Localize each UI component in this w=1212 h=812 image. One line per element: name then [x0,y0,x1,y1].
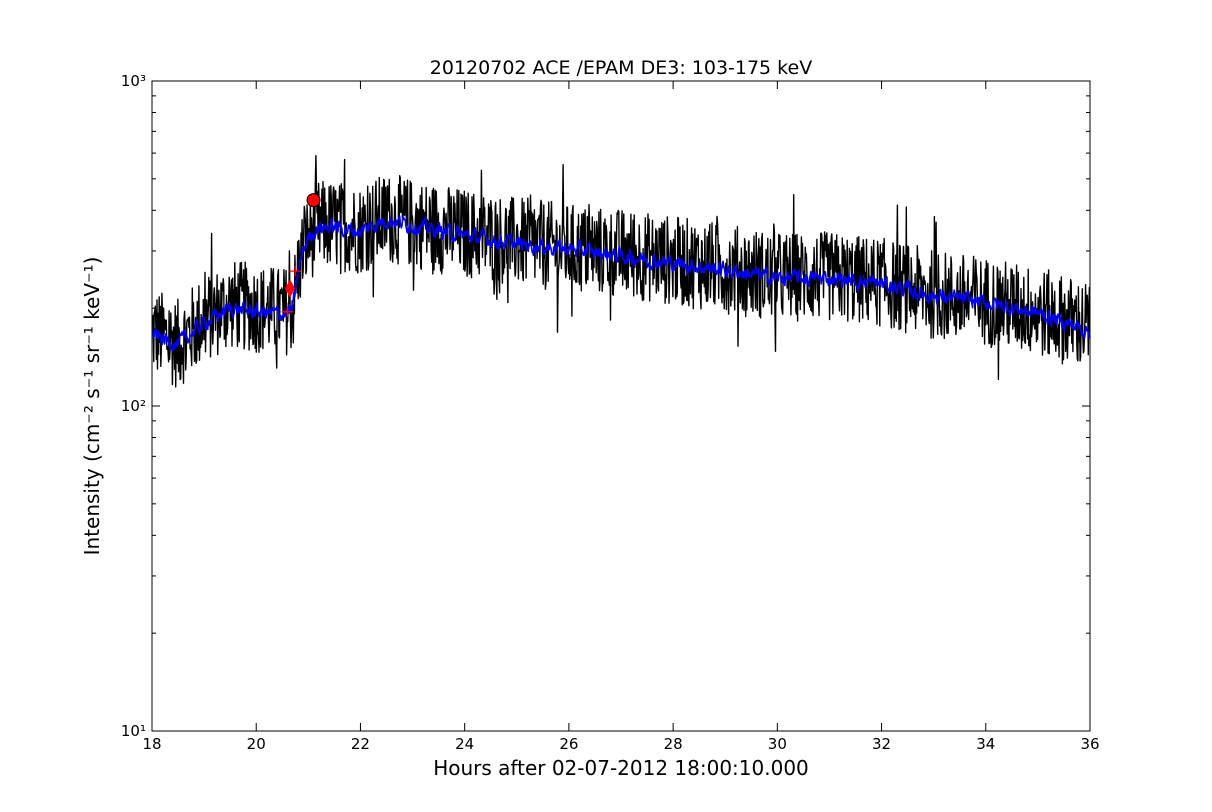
peak-marker [306,193,321,208]
x-tick-label: 32 [872,735,891,753]
y-axis-label: Intensity (cm⁻² s⁻¹ sr⁻¹ keV⁻¹) [80,257,104,556]
x-tick-label: 18 [142,735,161,753]
x-axis: 18 20 22 24 26 28 30 32 34 36 [142,81,1100,753]
x-tick-label: 36 [1080,735,1099,753]
chart-title: 20120702 ACE /EPAM DE3: 103-175 keV [430,57,812,79]
x-tick-label: 28 [664,735,683,753]
plus-marker [281,306,294,317]
smoothed-intensity-line [152,215,1090,352]
onset-marker [285,279,296,298]
x-tick-label: 22 [351,735,370,753]
x-tick-label: 30 [768,735,787,753]
x-axis-label: Hours after 02-07-2012 18:00:10.000 [433,756,809,780]
x-tick-label: 26 [559,735,578,753]
x-tick-label: 34 [976,735,995,753]
x-tick-label: 24 [455,735,474,753]
y-axis: 10¹ 10² 10³ [121,72,1090,740]
x-tick-label: 20 [247,735,266,753]
series-layer [152,154,1090,388]
y-tick-label: 10¹ [121,722,146,740]
marker-layer [281,193,321,317]
y-tick-label: 10³ [121,72,146,90]
y-tick-label: 10² [121,397,146,415]
raw-intensity-line [152,154,1090,388]
plus-marker [289,266,302,277]
